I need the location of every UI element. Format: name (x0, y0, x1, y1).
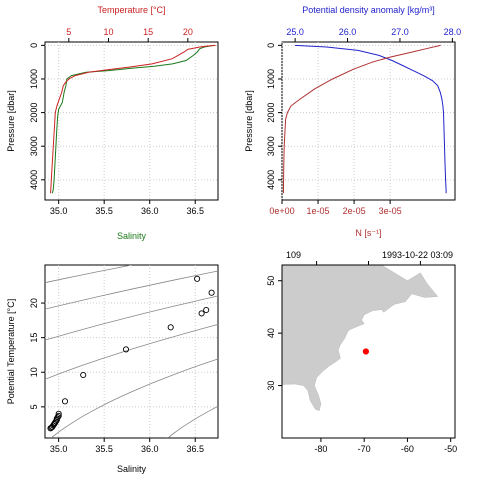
station-map-station-label: 109 (286, 250, 301, 260)
ts-diagram-ytick-label: 15 (29, 333, 39, 343)
station-map-xtick-label: -80 (314, 444, 327, 454)
ts-diagram-point (203, 306, 210, 314)
ts-diagram-point (122, 346, 130, 353)
ts-profile-x2tick-label: 10 (103, 27, 113, 37)
ts-diagram-point (49, 423, 56, 430)
density-profile-ytick-label: 2000 (266, 103, 276, 123)
density-profile-xtick-label: 0e+00 (269, 206, 294, 216)
ts-diagram-ytick-label: 5 (29, 404, 39, 409)
ts-diagram-isopycnal (50, 358, 218, 438)
density-profile-xtick-label: 1e-05 (307, 206, 330, 216)
station-map-ytick-label: 30 (266, 381, 276, 391)
density-profile-x2tick-label: 25.0 (286, 27, 304, 37)
density-profile-ylabel: Pressure [dbar] (244, 90, 254, 152)
ts-diagram-point (48, 424, 55, 431)
density-profile-xtick-label: 3e-05 (379, 206, 402, 216)
station-map-xtick-label: -70 (358, 444, 371, 454)
ts-profile-ytick-label: 0 (29, 43, 39, 48)
ts-diagram-frame (44, 264, 219, 439)
density-profile-ytick-label: 3000 (266, 136, 276, 156)
density-profile-xlabel: N [s⁻¹] (355, 228, 381, 238)
ts-diagram-point (167, 324, 174, 331)
ts-diagram-xtick-label: 35.0 (50, 444, 68, 454)
station-map-ytick-label: 50 (266, 276, 276, 286)
ts-diagram-xtick-label: 36.0 (141, 444, 159, 454)
ts-profile-x2tick-label: 15 (143, 27, 153, 37)
density-profile-line-density (295, 44, 447, 194)
ts-diagram-isopycnal (45, 265, 132, 284)
ts-profile-ytick-label: 1000 (29, 69, 39, 89)
density-profile-x2tick-label: 27.0 (391, 27, 409, 37)
density-profile-line-N (282, 44, 441, 194)
ts-diagram-point (198, 310, 205, 317)
ts-diagram-point (47, 425, 54, 432)
ts-profile-frame (44, 41, 219, 201)
station-map-land (282, 265, 439, 438)
ts-profile-x2tick-label: 5 (66, 27, 71, 37)
ts-profile-xtick-label: 36.5 (186, 206, 204, 216)
ts-profile-ylabel: Pressure [dbar] (6, 90, 16, 152)
ts-profile-x2tick-label: 20 (183, 27, 193, 37)
ts-diagram-point (208, 289, 215, 296)
ts-profile-line-salinity (51, 44, 214, 194)
ts-diagram-ytick-label: 10 (29, 367, 39, 377)
ts-profile-ytick-label: 4000 (29, 170, 39, 190)
ts-diagram-ytick-label: 20 (29, 298, 39, 308)
ts-diagram-xtick-label: 36.5 (186, 444, 204, 454)
ts-profile-ytick-label: 2000 (29, 103, 39, 123)
ts-profile-xtick-label: 36.0 (141, 206, 159, 216)
station-map-ytick-label: 40 (266, 328, 276, 338)
ts-diagram-ylabel: Potential Temperature [°C] (6, 299, 16, 405)
density-profile-x2label: Potential density anomaly [kg/m³] (302, 5, 435, 15)
ts-diagram-xtick-label: 35.5 (95, 444, 113, 454)
station-map-xtick-label: -50 (444, 444, 457, 454)
ts-diagram-xlabel: Salinity (117, 464, 147, 474)
ts-profile-line-temperature (50, 44, 216, 194)
ts-diagram-point (80, 371, 87, 379)
ts-profile-xtick-label: 35.0 (50, 206, 68, 216)
ts-profile-ytick-label: 3000 (29, 136, 39, 156)
station-map-station-marker (362, 348, 369, 355)
ts-diagram-isopycnal (45, 270, 218, 310)
ts-profile-x2label: Temperature [°C] (97, 5, 165, 15)
density-profile-ytick-label: 0 (266, 43, 276, 48)
ts-diagram-isopycnal (167, 405, 218, 438)
station-map-xtick-label: -60 (401, 444, 414, 454)
ts-profile-xtick-label: 35.5 (95, 206, 113, 216)
density-profile-x2tick-label: 28.0 (444, 27, 462, 37)
density-profile-ytick-label: 1000 (266, 69, 276, 89)
station-map-datetime: 1993-10-22 03:09 (382, 250, 453, 260)
density-profile-frame (281, 41, 456, 201)
ts-diagram-point (61, 398, 69, 405)
ts-profile-xlabel: Salinity (117, 231, 147, 241)
ts-diagram-point (194, 275, 201, 282)
density-profile-x2tick-label: 26.0 (339, 27, 357, 37)
density-profile-ytick-label: 4000 (266, 170, 276, 190)
density-profile-xtick-label: 2e-05 (343, 206, 366, 216)
